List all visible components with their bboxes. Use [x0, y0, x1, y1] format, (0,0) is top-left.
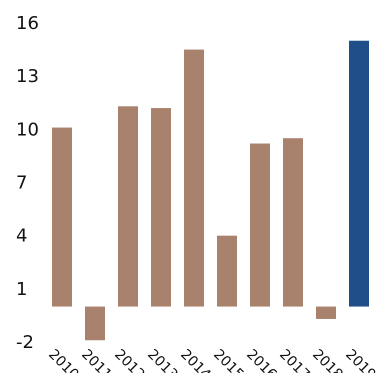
bar-2016	[250, 143, 270, 307]
x-tick-label: 2018	[309, 347, 346, 373]
y-tick-label: 10	[16, 119, 39, 140]
bar-2012	[118, 106, 138, 307]
bar-2019	[349, 40, 369, 307]
bar-2011	[85, 306, 105, 341]
x-tick-label: 2017	[276, 347, 313, 373]
bar-2014	[184, 49, 204, 307]
bar-2010	[52, 127, 72, 307]
x-tick-label: 2011	[78, 347, 115, 373]
bars-group	[52, 40, 369, 341]
x-tick-label: 2010	[45, 347, 82, 373]
y-tick-label: -2	[16, 332, 34, 353]
x-tick-label: 2013	[144, 347, 181, 373]
y-tick-label: 4	[16, 226, 27, 247]
x-tick-label: 2015	[210, 347, 247, 373]
x-tick-label: 2012	[111, 347, 148, 373]
bar-2018	[316, 306, 336, 319]
x-tick-label: 2014	[177, 347, 214, 373]
bar-2017	[283, 138, 303, 307]
y-tick-label: 7	[16, 173, 27, 194]
y-tick-label: 1	[16, 279, 27, 300]
bar-2015	[217, 235, 237, 307]
y-axis: 16 13 10 7 4 1 -2	[16, 13, 39, 353]
y-tick-label: 13	[16, 66, 39, 87]
bar-2013	[151, 108, 171, 307]
x-tick-label: 2019	[342, 347, 377, 373]
y-tick-label: 16	[16, 13, 39, 34]
x-tick-label: 2016	[243, 347, 280, 373]
